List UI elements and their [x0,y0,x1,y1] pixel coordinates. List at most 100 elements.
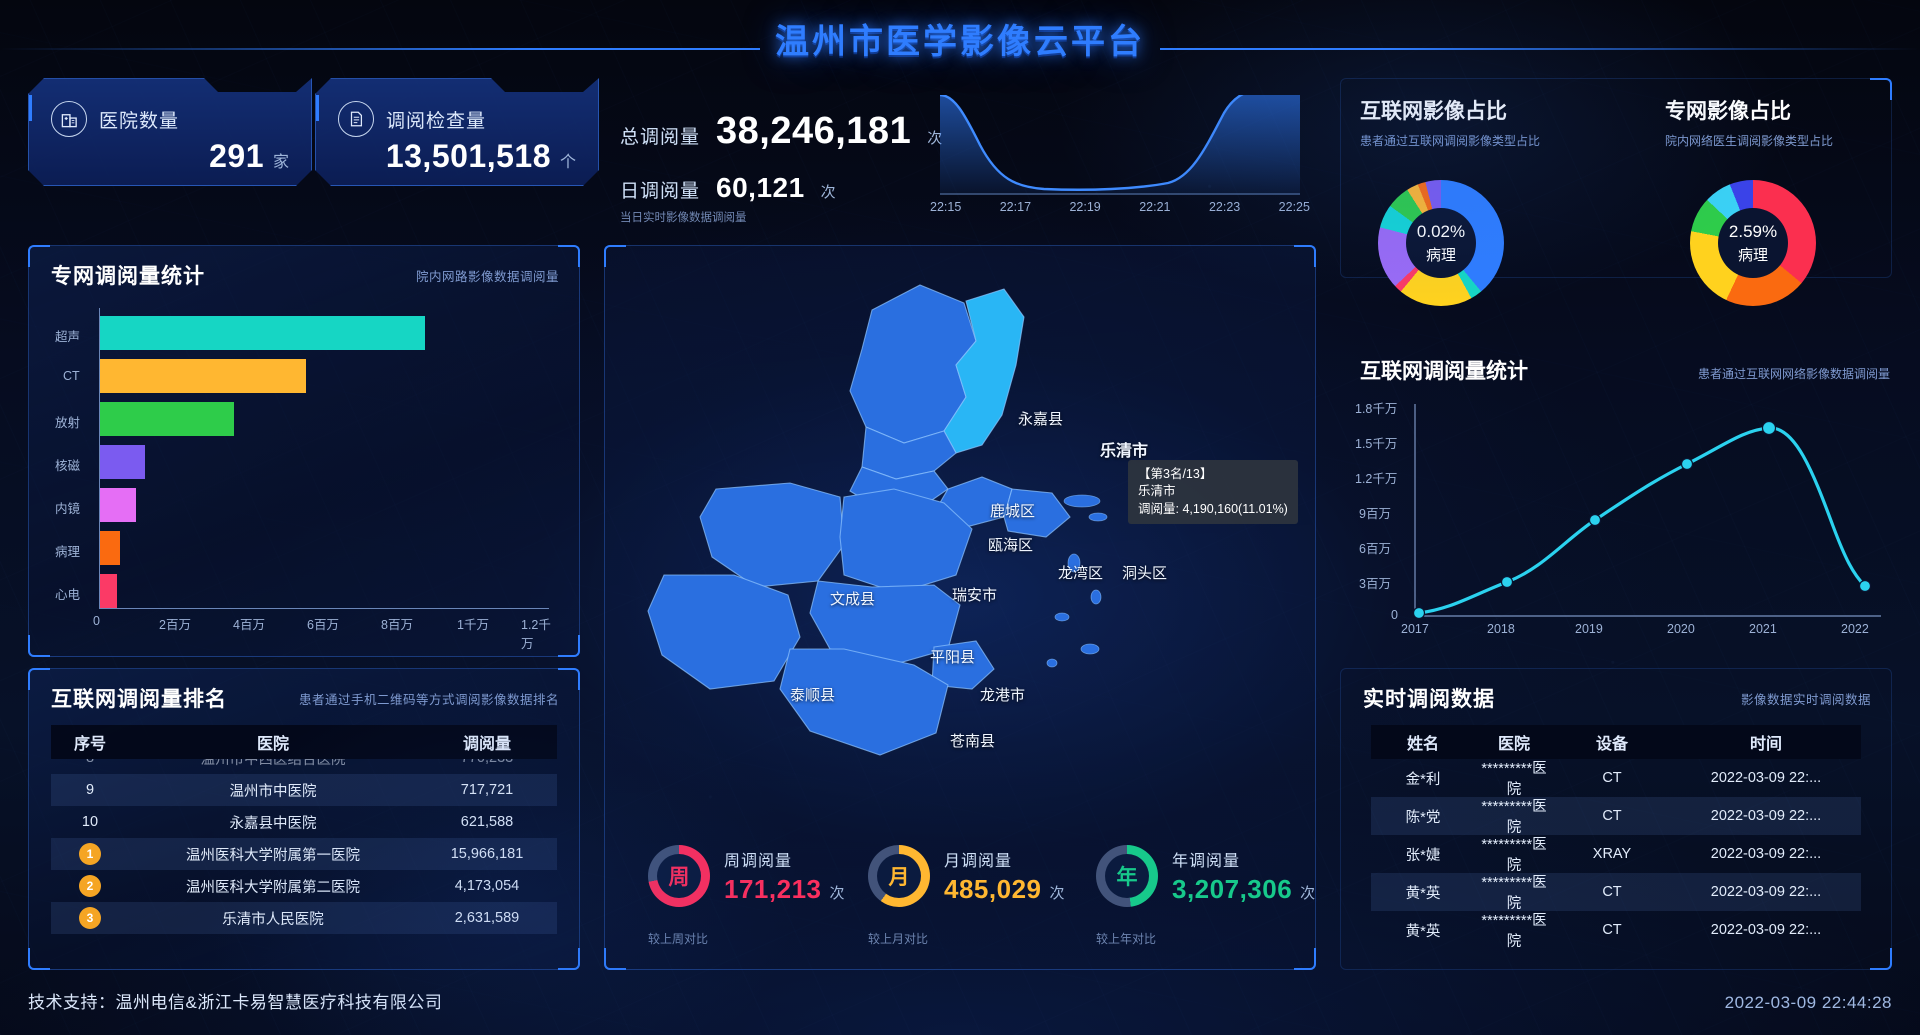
total-retrieval-value: 38,246,181 [716,110,912,152]
month-progress-ring: 月 [868,845,930,907]
map-label-longgang[interactable]: 龙港市 [980,687,1026,704]
ranking-table-body[interactable]: 8 温州市中西医结合医院 770,233 9 温州市中医院 717,721 10… [51,759,557,955]
table-row[interactable]: 黄*英 *********医院 CT 2022-03-09 22:... [1371,873,1861,912]
internet-image-donut[interactable]: 0.02% 病理 [1378,180,1504,306]
internet-line-subtitle: 患者通过互联网网络影像数据调阅量 [1697,367,1890,381]
panel-subtitle: 院内网络医生调阅影像类型占比 [1665,134,1834,148]
ring-char: 月 [888,866,910,889]
y-tick: 放射 [55,416,81,430]
map-label-dongtou[interactable]: 洞头区 [1122,565,1168,582]
table-row[interactable]: 8 温州市中西医结合医院 770,233 [51,759,557,774]
table-row[interactable]: 10 永嘉县中医院 621,588 [51,806,557,838]
map-label-cangnan[interactable]: 苍南县 [950,733,996,750]
panel-subtitle: 院内网路影像数据调阅量 [415,270,559,284]
column-header-hospital: 医院 [256,736,289,753]
corner-tl [28,668,50,690]
private-image-donut[interactable]: 2.59% 病理 [1690,180,1816,306]
kpi-notch-b [247,86,263,88]
period-stat-month[interactable]: 月 月调阅量 485,029 次 [868,845,1065,907]
private-network-bar-panel: 专网调阅量统计 院内网路影像数据调阅量 超声 CT 放射 核磁 内镜 病理 心电 [28,245,580,657]
bar-item[interactable] [100,531,120,565]
year-note: 较上年对比 [1096,932,1157,946]
footer-support-text: 技术支持：温州电信&浙江卡易智慧医疗科技有限公司 [28,993,443,1012]
corner-tr [1870,78,1892,100]
panel-title: 互联网调阅量排名 [51,688,227,711]
total-retrieval-stat: 总调阅量 38,246,181 次 [620,110,942,153]
x-tick: 2022 [1841,622,1869,636]
table-row[interactable]: 3 乐清市人民医院 2,631,589 [51,902,557,934]
column-header-hospital: 医院 [1497,736,1530,753]
row-time: 2022-03-09 22:... [1710,846,1822,862]
table-row[interactable]: 陈*党 *********医院 CT 2022-03-09 22:... [1371,797,1861,836]
map-label-taishun[interactable]: 泰顺县 [790,687,836,704]
period-label: 年调阅量 [1172,853,1241,870]
kpi-unit: 个 [559,154,576,171]
ranking-table-header: 序号 医院 调阅量 [51,725,557,759]
row-hospital: 温州医科大学附属第一医院 [186,847,360,864]
wenzhou-map[interactable] [604,245,1316,885]
panel-subtitle: 影像数据实时调阅数据 [1740,693,1871,707]
x-tick: 2021 [1749,622,1777,636]
panel-title: 专网影像占比 [1665,100,1791,123]
region-yueqing [943,288,1025,454]
x-tick: 2百万 [159,618,191,632]
row-name: 张*婕 [1405,847,1441,864]
bar-item[interactable] [100,402,234,436]
period-unit: 次 [829,885,845,902]
period-label: 月调阅量 [944,853,1013,870]
corner-bl [604,948,626,970]
map-label-lucheng[interactable]: 鹿城区 [990,503,1036,520]
table-row[interactable]: 金*利 *********医院 CT 2022-03-09 22:... [1371,759,1861,798]
y-tick: 1.2千万 [1355,472,1398,486]
realtime-panel: 实时调阅数据 影像数据实时调阅数据 姓名 医院 设备 时间 金*利 ******… [1340,668,1892,970]
x-tick: 1千万 [457,618,489,632]
map-label-yueqing[interactable]: 乐清市 [1100,443,1149,460]
period-value: 171,213 [724,874,822,904]
row-device: CT [1602,884,1622,900]
page-title: 温州市医学影像云平台 [775,23,1145,61]
row-rank: 3 [51,907,129,929]
row-hospital: *********医院 [1481,875,1547,912]
kpi-accent-left [29,95,32,121]
map-label-ouhai[interactable]: 瓯海区 [988,537,1034,554]
bar-item[interactable] [100,488,136,522]
row-hospital: *********医院 [1481,761,1547,798]
period-stat-year[interactable]: 年 年调阅量 3,207,306 次 [1096,845,1315,907]
tooltip-region: 乐清市 [1138,484,1176,499]
week-note: 较上周对比 [648,932,709,946]
bar-y-axis: 超声 CT 放射 核磁 内镜 病理 心电 [47,302,97,604]
table-row[interactable]: 张*婕 *********医院 XRAY 2022-03-09 22:... [1371,835,1861,874]
row-hospital: 永嘉县中医院 [229,815,317,832]
map-tooltip: 【第3名/13】 乐清市 调阅量: 4,190,160(11.01%) [1128,460,1298,524]
tooltip-detail: 调阅量: 4,190,160(11.01%) [1138,501,1288,516]
row-count: 621,588 [460,814,514,830]
table-row[interactable]: 2 温州医科大学附属第二医院 4,173,054 [51,870,557,902]
bar-item[interactable] [100,574,117,608]
bar-item[interactable] [100,445,145,479]
map-label-yongjia[interactable]: 永嘉县 [1018,411,1064,428]
bar-item[interactable] [100,316,425,350]
dashboard-header: 温州市医学影像云平台 [0,0,1920,78]
row-rank: 10 [81,814,99,830]
table-row[interactable]: 9 温州市中医院 717,721 [51,774,557,806]
y-tick: 1.8千万 [1355,402,1398,416]
y-tick: 3百万 [1359,577,1391,591]
period-stat-week[interactable]: 周 周调阅量 171,213 次 [648,845,845,907]
region-ruian [839,488,973,594]
map-label-wencheng[interactable]: 文成县 [830,591,876,608]
row-device: XRAY [1592,846,1632,862]
ring-char: 年 [1116,866,1138,889]
kpi-card-exam-retrievals[interactable]: 调阅检查量 13,501,518 个 [315,78,599,186]
table-row[interactable]: 黄*英 *********医院 CT 2022-03-09 22:... [1371,911,1861,950]
kpi-card-hospital-count[interactable]: 医院数量 291 家 [28,78,312,186]
map-label-ruian[interactable]: 瑞安市 [952,587,998,604]
row-name: 陈*党 [1405,809,1441,826]
table-row[interactable]: 1 温州医科大学附属第一医院 15,966,181 [51,838,557,870]
row-hospital: *********医院 [1481,837,1547,874]
map-label-pingyang[interactable]: 平阳县 [930,649,976,666]
row-hospital: 温州医科大学附属第二医院 [186,879,360,896]
ring-inner [1105,854,1149,898]
map-label-longwan[interactable]: 龙湾区 [1058,565,1104,582]
row-time: 2022-03-09 22:... [1710,884,1822,900]
bar-item[interactable] [100,359,306,393]
